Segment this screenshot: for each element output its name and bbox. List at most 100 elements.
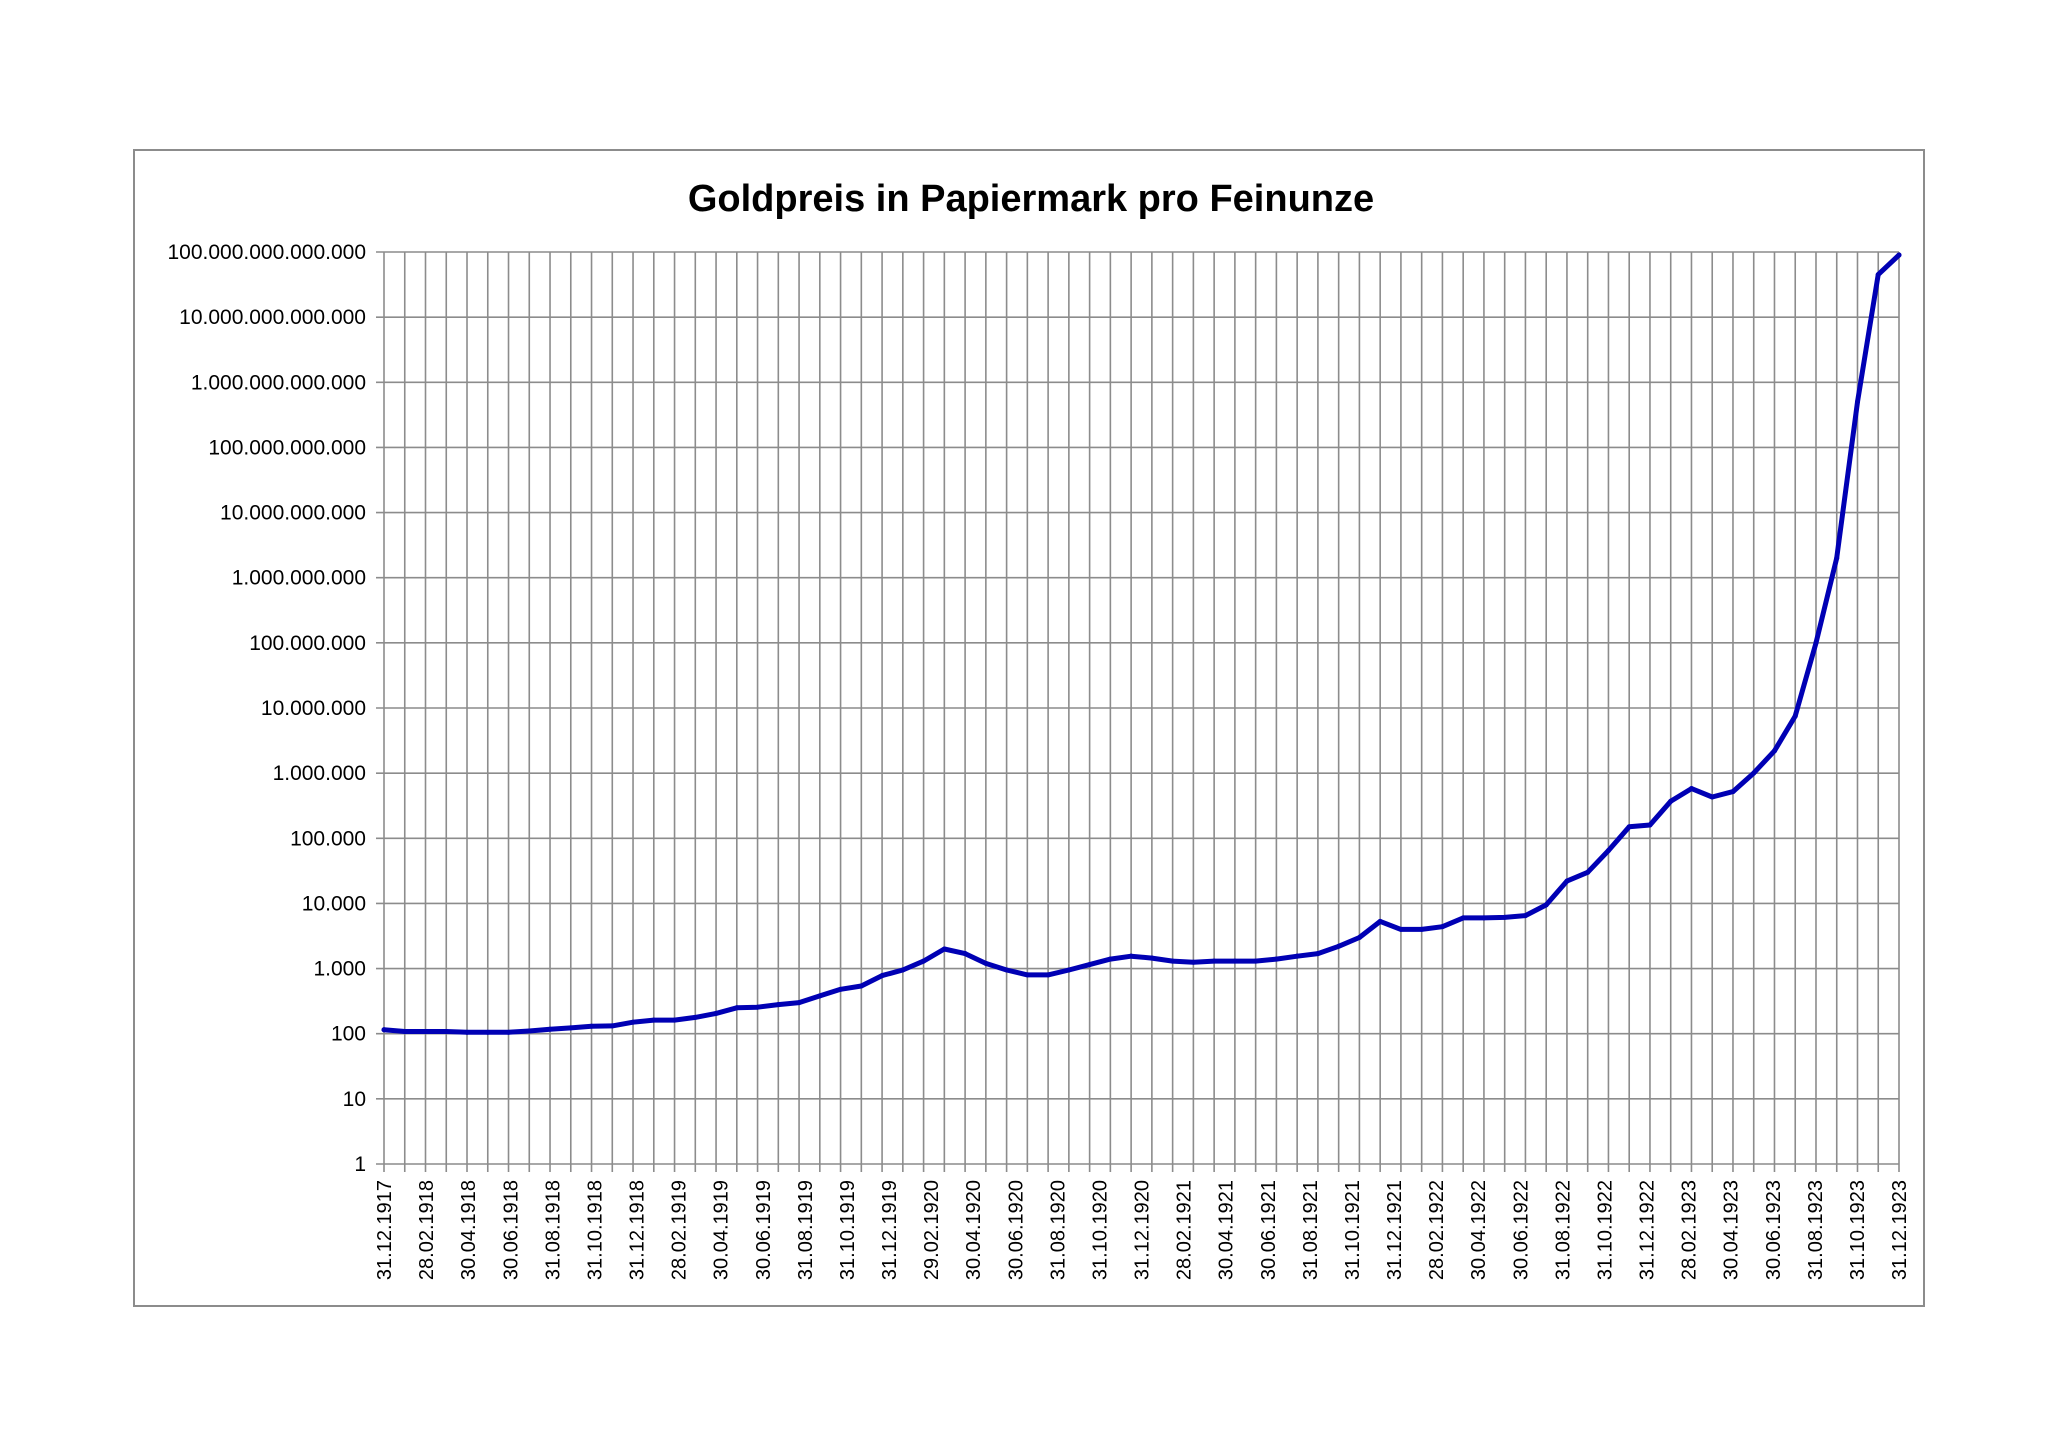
x-tick-label: 31.08.1922 <box>1552 1180 1574 1280</box>
data-point <box>879 973 885 979</box>
data-point <box>1024 972 1030 978</box>
y-tick-label: 100.000.000 <box>249 632 366 655</box>
data-point <box>1564 878 1570 884</box>
data-point <box>755 1004 761 1010</box>
x-tick-label: 31.10.1918 <box>584 1180 606 1280</box>
x-tick-label: 28.02.1923 <box>1679 1180 1701 1280</box>
x-tick-label: 31.08.1923 <box>1805 1180 1827 1280</box>
y-tick-label: 100.000 <box>290 827 366 850</box>
data-point <box>1585 869 1591 875</box>
y-tick-label: 1.000.000 <box>273 762 366 785</box>
y-tick-label: 1.000.000.000 <box>232 567 366 590</box>
data-point <box>1377 918 1383 924</box>
data-point <box>1128 953 1134 959</box>
data-point <box>838 986 844 992</box>
x-tick-label: 30.04.1923 <box>1721 1180 1743 1280</box>
data-point <box>1813 640 1819 646</box>
x-tick-label: 28.02.1918 <box>416 1180 438 1280</box>
x-tick-label: 28.02.1919 <box>669 1180 691 1280</box>
data-point <box>1854 399 1860 405</box>
data-point <box>1502 914 1508 920</box>
data-point <box>1688 786 1694 792</box>
data-point <box>1419 926 1425 932</box>
data-point <box>858 983 864 989</box>
x-tick-label: 31.12.1917 <box>374 1180 396 1280</box>
data-point <box>651 1017 657 1023</box>
data-point <box>1149 955 1155 961</box>
x-tick-label: 31.08.1920 <box>1047 1180 1069 1280</box>
data-point <box>443 1029 449 1035</box>
chart-frame: Goldpreis in Papiermark pro Feinunze 1 10… <box>133 149 1925 1307</box>
data-point <box>672 1017 678 1023</box>
data-point <box>983 960 989 966</box>
data-point <box>1253 958 1259 964</box>
line-chart: Goldpreis in Papiermark pro Feinunze 1 10… <box>167 178 1911 1280</box>
data-point <box>1460 915 1466 921</box>
data-point <box>1107 956 1113 962</box>
data-point <box>921 958 927 964</box>
x-tick-label: 30.04.1922 <box>1468 1180 1490 1280</box>
y-tick-label: 10.000.000.000.000 <box>179 306 366 329</box>
data-point <box>1170 958 1176 964</box>
y-tick-label: 1.000 <box>313 958 366 981</box>
x-tick-label: 30.04.1918 <box>458 1180 480 1280</box>
data-point <box>1439 924 1445 930</box>
data-point <box>962 951 968 957</box>
x-tick-label: 31.12.1923 <box>1889 1180 1911 1280</box>
data-point <box>1730 789 1736 795</box>
data-point <box>1709 794 1715 800</box>
x-tick-label: 29.02.1920 <box>921 1180 943 1280</box>
data-point <box>713 1010 719 1016</box>
data-point <box>589 1023 595 1029</box>
y-tick-label: 10.000.000.000 <box>220 502 366 525</box>
chart-title: Goldpreis in Papiermark pro Feinunze <box>688 178 1374 220</box>
y-tick-label: 100.000.000.000.000 <box>167 241 366 264</box>
x-tick-label: 31.12.1918 <box>627 1180 649 1280</box>
data-point <box>1771 748 1777 754</box>
gridlines <box>376 251 1900 1172</box>
x-tick-label: 31.10.1922 <box>1594 1180 1616 1280</box>
data-point <box>900 967 906 973</box>
data-point <box>1751 770 1757 776</box>
data-point <box>568 1025 574 1031</box>
data-point <box>1626 824 1632 830</box>
data-point <box>1066 967 1072 973</box>
y-tick-label: 10.000.000 <box>261 697 366 720</box>
data-point <box>1668 798 1674 804</box>
x-tick-label: 31.10.1921 <box>1342 1180 1364 1280</box>
x-tick-label: 28.02.1922 <box>1426 1180 1448 1280</box>
data-point <box>1356 934 1362 940</box>
x-tick-label: 31.10.1920 <box>1089 1180 1111 1280</box>
data-point <box>1398 926 1404 932</box>
data-point <box>506 1029 512 1035</box>
y-tick-label: 100.000.000.000 <box>208 436 366 459</box>
data-point <box>1273 956 1279 962</box>
data-point <box>547 1026 553 1032</box>
x-tick-label: 30.06.1922 <box>1510 1180 1532 1280</box>
data-point <box>1004 967 1010 973</box>
data-point <box>1875 272 1881 278</box>
series-line <box>381 252 1902 1035</box>
data-point <box>423 1029 429 1035</box>
x-tick-label: 30.06.1923 <box>1763 1180 1785 1280</box>
x-tick-label: 30.06.1920 <box>1005 1180 1027 1280</box>
x-tick-label: 31.12.1922 <box>1637 1180 1659 1280</box>
x-tick-label: 31.12.1921 <box>1384 1180 1406 1280</box>
data-point <box>1087 962 1093 968</box>
data-point <box>381 1027 387 1033</box>
y-tick-label: 1.000.000.000.000 <box>191 371 366 394</box>
y-tick-label: 10 <box>343 1088 366 1111</box>
x-tick-label: 31.12.1920 <box>1132 1180 1154 1280</box>
data-point <box>485 1029 491 1035</box>
data-point <box>630 1019 636 1025</box>
data-point <box>1315 951 1321 957</box>
y-axis-tick-labels: 1 10 100 1.000 10.000 100.000 1.000.000 10.000.… <box>167 241 366 1176</box>
x-tick-label: 31.10.1923 <box>1847 1180 1869 1280</box>
data-point <box>796 1000 802 1006</box>
data-point <box>1896 252 1902 258</box>
data-point <box>1232 958 1238 964</box>
data-point <box>1605 847 1611 853</box>
data-point <box>1834 555 1840 561</box>
x-tick-label: 30.04.1921 <box>1216 1180 1238 1280</box>
data-point <box>609 1023 615 1029</box>
